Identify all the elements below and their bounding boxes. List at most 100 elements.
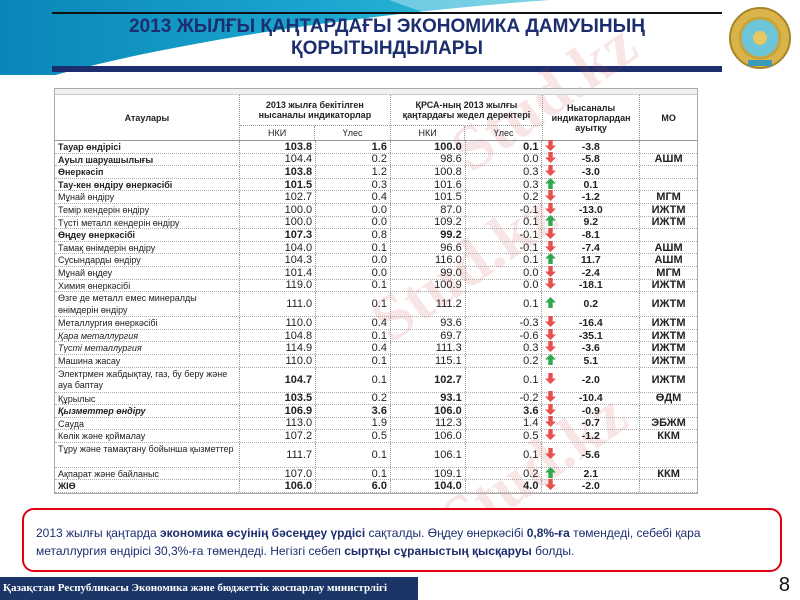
operational-nki: 100.9 xyxy=(391,279,466,291)
row-name: Сауда xyxy=(55,417,241,430)
row-name: Электрмен жабдықтау, газ, бу беру және а… xyxy=(55,367,241,392)
deviation-value: -18.1 xyxy=(578,279,603,292)
arrow-down-icon xyxy=(545,416,557,430)
operational-share: 0.0 xyxy=(466,153,543,165)
target-share: 0.5 xyxy=(316,430,391,442)
operational-nki: 101.6 xyxy=(391,179,466,191)
deviation-cell: -3.6 xyxy=(542,341,641,354)
ministry-code: ИЖТМ xyxy=(651,203,686,216)
arrow-down-icon xyxy=(545,152,557,166)
operational-nki: 109.2 xyxy=(391,216,466,228)
deviation-cell: 9.2 xyxy=(542,215,641,229)
ministry-code xyxy=(640,141,697,153)
operational-nki: 102.7 xyxy=(391,367,466,392)
row-name: Өнеркәсіп xyxy=(55,166,241,178)
deviation-cell: 0.1 xyxy=(542,177,641,191)
deviation-cell: -18.1 xyxy=(542,278,641,292)
target-nki: 107.0 xyxy=(240,468,317,480)
target-nki: 107.2 xyxy=(240,430,317,442)
divider xyxy=(52,66,722,72)
row-name: Ауыл шаруашылығы xyxy=(55,153,241,166)
summary-note: 2013 жылғы қаңтарда экономика өсуінің бә… xyxy=(22,508,782,572)
target-share: 0.4 xyxy=(316,317,391,329)
table-row: Көлік және қоймалау 107.2 0.5 106.0 0.5 -1.2 К… xyxy=(55,429,697,443)
arrow-down-icon xyxy=(545,429,557,443)
ministry-code: ИЖТМ xyxy=(651,316,686,329)
operational-nki: 96.6 xyxy=(391,242,466,254)
operational-nki: 98.6 xyxy=(391,153,466,165)
ministry-code: МГМ xyxy=(656,266,681,279)
target-nki: 103.5 xyxy=(240,392,317,404)
ministry-code xyxy=(640,229,697,241)
row-name: ЖІӨ xyxy=(55,480,241,493)
divider xyxy=(52,12,722,14)
operational-share: -0.1 xyxy=(466,204,543,216)
ministry-code xyxy=(640,443,697,467)
deviation-cell: -2.0 xyxy=(542,479,641,493)
deviation-value: -7.4 xyxy=(581,241,600,254)
operational-nki: 100.8 xyxy=(391,166,466,178)
target-share: 1.2 xyxy=(316,166,391,178)
deviation-cell: -3.8 xyxy=(542,139,641,153)
operational-nki: 87.0 xyxy=(391,204,466,216)
deviation-cell: 5.1 xyxy=(542,353,641,368)
deviation-cell: -16.4 xyxy=(542,315,641,329)
arrow-down-icon xyxy=(545,240,557,255)
table-row: Өңдеу өнеркәсібі 107.3 0.8 99.2 -0.1 -8.1 xyxy=(55,227,697,242)
target-share: 0.3 xyxy=(316,179,391,191)
target-nki: 107.3 xyxy=(240,229,317,241)
deviation-value: 5.1 xyxy=(583,354,599,367)
table-row: Сауда 113.0 1.9 112.3 1.4 -0.7 ЭБЖМ xyxy=(55,416,697,431)
arrow-down-icon xyxy=(545,372,557,387)
arrow-down-icon xyxy=(545,278,557,292)
operational-share: -0.2 xyxy=(466,392,543,404)
table-row: Қара металлургия 104.8 0.1 69.7 -0.6 -35.1 ИЖТ… xyxy=(55,328,697,343)
ministry-code: МГМ xyxy=(656,191,681,204)
row-name: Машина жасау xyxy=(55,354,241,367)
deviation-cell: -35.1 xyxy=(542,328,641,342)
arrow-down-icon xyxy=(545,265,557,280)
operational-share: 4.0 xyxy=(466,480,543,492)
target-nki: 110.0 xyxy=(240,355,317,367)
operational-share: 0.1 xyxy=(466,292,543,317)
arrow-down-icon xyxy=(545,164,557,179)
row-name: Ақпарат және байланыс xyxy=(55,467,241,480)
operational-nki: 116.0 xyxy=(391,254,466,266)
target-share: 0.1 xyxy=(316,355,391,367)
deviation-cell: 2.1 xyxy=(542,466,641,480)
operational-share: -0.3 xyxy=(466,317,543,329)
ministry-code: ИЖТМ xyxy=(651,279,686,292)
deviation-cell: -8.1 xyxy=(542,227,641,241)
operational-share: 0.1 xyxy=(466,442,543,467)
arrow-down-icon xyxy=(545,447,557,462)
row-name: Темір кендерін өндіру xyxy=(55,203,241,216)
note-text: сақталды. Өңдеу өнеркәсібі xyxy=(365,526,527,540)
deviation-cell: -1.2 xyxy=(542,190,641,203)
operational-nki: 104.0 xyxy=(391,480,466,492)
deviation-value: -35.1 xyxy=(578,329,603,342)
note-text: болды. xyxy=(531,544,575,558)
row-name: Тауар өндірісі xyxy=(55,141,241,153)
deviation-value: 9.2 xyxy=(583,216,599,229)
target-share: 0.1 xyxy=(316,242,391,254)
slide-title: 2013 ЖЫЛҒЫ ҚАҢТАРДАҒЫ ЭКОНОМИКА ДАМУЫНЫҢ… xyxy=(129,16,645,59)
target-nki: 104.3 xyxy=(240,254,317,266)
ministry-code: ИЖТМ xyxy=(651,342,686,355)
arrow-up-icon xyxy=(545,297,557,311)
deviation-value: 0.1 xyxy=(583,178,599,191)
deviation-value: -2.0 xyxy=(581,480,600,493)
target-nki: 104.4 xyxy=(240,153,317,165)
ministry-code xyxy=(640,480,697,492)
target-share: 0.1 xyxy=(316,468,391,480)
operational-nki: 106.1 xyxy=(391,442,466,467)
operational-share: -0.6 xyxy=(466,330,543,342)
arrow-up-icon xyxy=(545,353,557,368)
target-share: 0.0 xyxy=(316,267,391,279)
target-nki: 104.0 xyxy=(240,242,317,254)
deviation-cell: -1.2 xyxy=(542,429,641,443)
target-share: 6.0 xyxy=(316,480,391,492)
operational-nki: 111.3 xyxy=(391,342,466,354)
target-share: 0.1 xyxy=(316,367,391,392)
operational-nki: 93.1 xyxy=(391,392,466,404)
deviation-cell: -2.4 xyxy=(542,265,641,280)
